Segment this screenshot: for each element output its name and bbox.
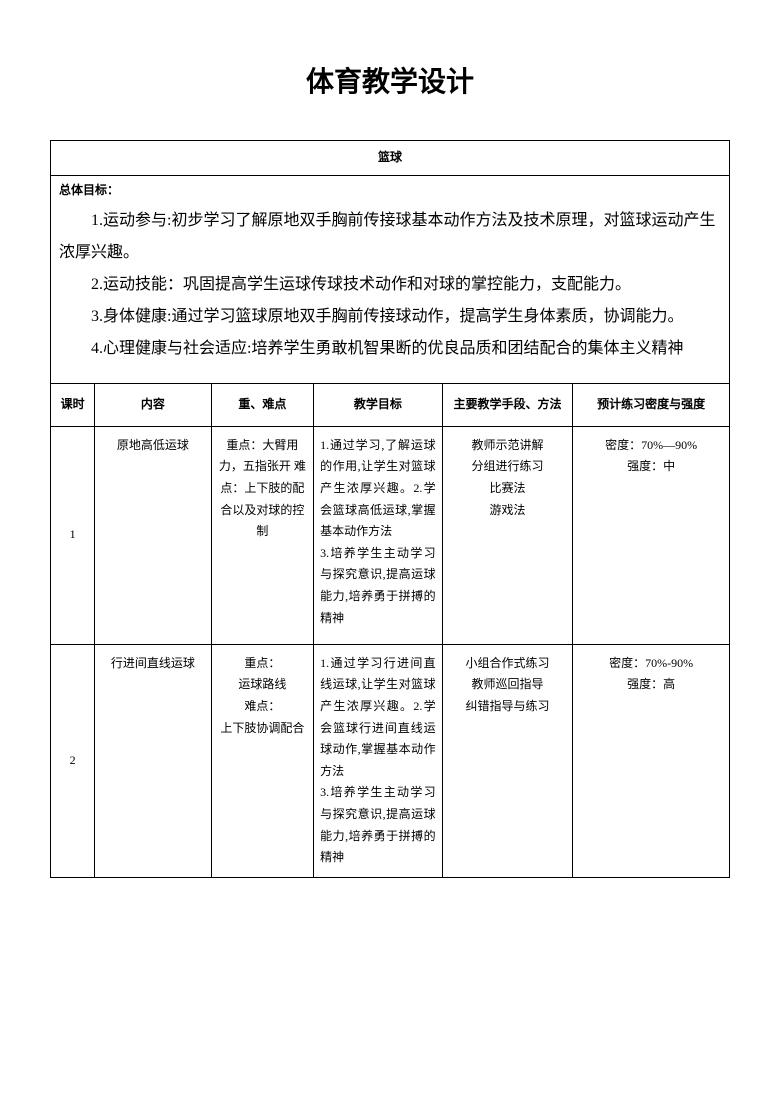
page-title: 体育教学设计 [50, 60, 730, 100]
header-objectives: 教学目标 [314, 384, 443, 427]
lesson-number-1: 1 [51, 426, 95, 644]
content-2: 行进间直线运球 [95, 644, 212, 877]
header-content: 内容 [95, 384, 212, 427]
header-density: 预计练习密度与强度 [573, 384, 730, 427]
lesson-plan-table: 篮球 总体目标： 1.运动参与:初步学习了解原地双手胸前传接球基本动作方法及技术… [50, 140, 730, 878]
subject-row: 篮球 [51, 141, 730, 176]
keypoints-2: 重点： 运球路线 难点： 上下肢协调配合 [211, 644, 313, 877]
header-lesson: 课时 [51, 384, 95, 427]
density-1: 密度：70%—90% 强度：中 [573, 426, 730, 644]
goals-text: 1.运动参与:初步学习了解原地双手胸前传接球基本动作方法及技术原理，对篮球运动产… [59, 205, 721, 365]
goal-2: 2.运动技能：巩固提高学生运球传球技术动作和对球的掌控能力，支配能力。 [59, 269, 721, 301]
goal-4: 4.心理健康与社会适应:培养学生勇敢机智果断的优良品质和团结配合的集体主义精神 [59, 333, 721, 365]
objectives-1: 1.通过学习,了解运球的作用,让学生对篮球产生浓厚兴趣。2.学会篮球高低运球,掌… [314, 426, 443, 644]
goal-1: 1.运动参与:初步学习了解原地双手胸前传接球基本动作方法及技术原理，对篮球运动产… [59, 205, 721, 269]
subject-header: 篮球 [51, 141, 730, 176]
lesson-number-2: 2 [51, 644, 95, 877]
density-2: 密度：70%-90% 强度：高 [573, 644, 730, 877]
table-row: 1 原地高低运球 重点：大臂用力，五指张开 难点：上下肢的配合以及对球的控制 1… [51, 426, 730, 644]
objectives-2: 1.通过学习行进间直线运球,让学生对篮球产生浓厚兴趣。2.学会篮球行进间直线运球… [314, 644, 443, 877]
goals-label: 总体目标： [59, 180, 721, 202]
goals-cell: 总体目标： 1.运动参与:初步学习了解原地双手胸前传接球基本动作方法及技术原理，… [51, 175, 730, 384]
content-1: 原地高低运球 [95, 426, 212, 644]
column-header-row: 课时 内容 重、难点 教学目标 主要教学手段、方法 预计练习密度与强度 [51, 384, 730, 427]
keypoints-1: 重点：大臂用力，五指张开 难点：上下肢的配合以及对球的控制 [211, 426, 313, 644]
goals-row: 总体目标： 1.运动参与:初步学习了解原地双手胸前传接球基本动作方法及技术原理，… [51, 175, 730, 384]
header-methods: 主要教学手段、方法 [442, 384, 573, 427]
table-row: 2 行进间直线运球 重点： 运球路线 难点： 上下肢协调配合 1.通过学习行进间… [51, 644, 730, 877]
methods-2: 小组合作式练习 教师巡回指导 纠错指导与练习 [442, 644, 573, 877]
goal-3: 3.身体健康:通过学习篮球原地双手胸前传接球动作，提高学生身体素质，协调能力。 [59, 301, 721, 333]
header-keypoints: 重、难点 [211, 384, 313, 427]
methods-1: 教师示范讲解 分组进行练习 比赛法 游戏法 [442, 426, 573, 644]
